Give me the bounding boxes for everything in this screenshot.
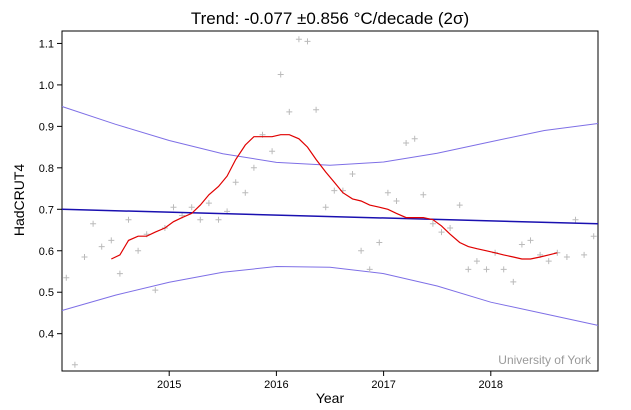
data-point [215,216,222,223]
data-point [152,287,159,294]
data-point [250,164,257,171]
points-layer [63,36,597,368]
y-tick-label: 0.9 [39,121,54,133]
data-point [90,220,97,227]
data-point [545,258,552,265]
y-tick-label: 0.4 [39,329,54,341]
plot-frame [61,30,599,372]
data-point [473,258,480,265]
lower-bound-line [61,265,599,326]
chart-title: Trend: -0.077 ±0.856 °C/decade (2σ) [191,9,469,28]
data-point [527,237,534,244]
data-point [313,106,320,113]
data-point [403,140,410,146]
y-tick-label: 1.1 [39,38,54,50]
data-point [205,200,212,207]
data-point [125,216,132,223]
data-point [366,266,373,273]
data-point [269,148,276,155]
data-point [277,71,284,78]
x-tick-label: 2016 [264,379,288,391]
data-point [81,254,88,260]
data-point [349,171,356,177]
data-point [242,189,249,196]
data-point [188,204,195,211]
data-point [331,187,338,194]
credit-label: University of York [498,353,592,367]
data-point [393,198,400,204]
data-point [135,247,142,254]
data-point [518,241,525,248]
data-point [438,229,445,236]
data-point [108,237,115,244]
data-point [510,278,517,285]
data-point [483,266,490,273]
y-tick-label: 0.7 [39,204,54,216]
y-tick-label: 1.0 [39,80,54,92]
data-point [116,270,123,277]
y-tick-label: 0.8 [39,163,54,175]
x-axis-ticks: 2015 2016 2017 2018 [157,371,503,391]
y-axis-ticks: 0.4 0.5 0.6 0.7 0.8 0.9 1.0 1.1 [39,38,62,341]
x-tick-label: 2017 [371,379,395,391]
data-point [358,247,365,254]
data-point [456,202,463,209]
data-point [98,243,105,250]
data-point [590,233,597,240]
data-point [286,108,293,115]
data-point [71,361,78,368]
running-mean-line [111,134,558,260]
data-point [384,189,391,196]
data-point [572,216,579,223]
upper-bound-line [61,106,599,166]
y-tick-label: 0.5 [39,287,54,299]
data-point [197,216,204,223]
data-point [170,204,177,211]
trend-layer [61,208,599,225]
data-point [465,266,472,273]
data-point [563,254,570,260]
data-point [581,251,588,258]
data-point [322,204,329,211]
data-point [447,225,454,231]
data-point [63,274,70,281]
y-axis-title: HadCRUT4 [11,164,27,237]
data-point [420,191,427,198]
interval-layer [61,106,599,326]
x-tick-label: 2018 [479,379,503,391]
x-axis-title: Year [316,390,345,406]
trend-line [61,208,599,225]
data-point [429,220,436,227]
data-point [232,179,239,186]
data-point [376,239,383,246]
data-point [304,38,311,45]
smooth-layer [111,134,558,260]
data-point [500,266,507,273]
data-point [411,135,418,142]
y-tick-label: 0.6 [39,246,54,258]
data-point [295,36,302,43]
x-tick-label: 2015 [157,379,181,391]
